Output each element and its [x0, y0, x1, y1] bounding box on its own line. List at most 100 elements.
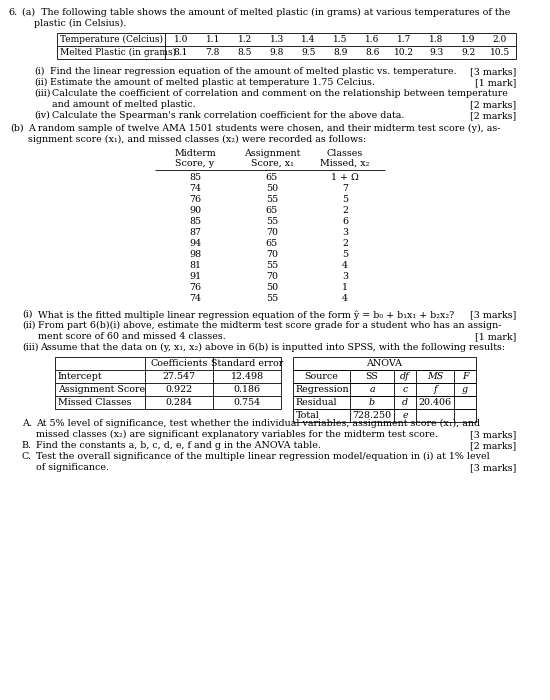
- Text: 1.7: 1.7: [397, 35, 411, 44]
- Text: 0.284: 0.284: [166, 398, 192, 407]
- Bar: [293, 409, 476, 422]
- Text: 3: 3: [342, 228, 348, 237]
- Bar: [293, 396, 476, 409]
- Text: From part 6(b)(i) above, estimate the midterm test score grade for a student who: From part 6(b)(i) above, estimate the mi…: [38, 321, 502, 330]
- Text: 8.6: 8.6: [365, 48, 380, 57]
- Text: C.: C.: [22, 452, 32, 461]
- Text: missed classes (x₂) are significant explanatory variables for the midterm test s: missed classes (x₂) are significant expl…: [36, 430, 438, 439]
- Text: of significance.: of significance.: [36, 463, 109, 472]
- Text: 87: 87: [189, 228, 201, 237]
- Text: 4: 4: [342, 294, 348, 303]
- Text: 85: 85: [189, 173, 201, 182]
- Text: 4: 4: [342, 261, 348, 270]
- Text: b: b: [369, 398, 375, 407]
- Text: 9.8: 9.8: [270, 48, 284, 57]
- Text: 9.3: 9.3: [429, 48, 443, 57]
- Text: 1 + Ω: 1 + Ω: [331, 173, 359, 182]
- Text: Calculate the Spearman's rank correlation coefficient for the above data.: Calculate the Spearman's rank correlatio…: [52, 111, 404, 120]
- Text: (iii): (iii): [22, 343, 38, 352]
- Text: 55: 55: [266, 195, 278, 204]
- Text: F: F: [461, 372, 468, 381]
- Text: ANOVA: ANOVA: [366, 359, 403, 368]
- Text: 5: 5: [342, 250, 348, 259]
- Text: ment score of 60 and missed 4 classes.: ment score of 60 and missed 4 classes.: [38, 332, 226, 341]
- Text: Missed, x₂: Missed, x₂: [320, 159, 370, 168]
- Text: 2: 2: [342, 206, 348, 215]
- Text: 1.3: 1.3: [270, 35, 284, 44]
- Text: [1 mark]: [1 mark]: [475, 78, 516, 87]
- Text: df: df: [400, 372, 410, 381]
- Text: (iii): (iii): [34, 89, 51, 98]
- Text: 8.9: 8.9: [333, 48, 348, 57]
- Text: 55: 55: [266, 261, 278, 270]
- Text: Total: Total: [296, 411, 320, 420]
- Text: 7: 7: [342, 184, 348, 193]
- Text: Assignment: Assignment: [244, 149, 300, 158]
- Text: 1.9: 1.9: [461, 35, 475, 44]
- Text: 8.5: 8.5: [238, 48, 252, 57]
- Text: A.: A.: [22, 419, 32, 428]
- Text: 65: 65: [266, 173, 278, 182]
- Text: 74: 74: [189, 184, 201, 193]
- Text: Melted Plastic (in grams): Melted Plastic (in grams): [60, 48, 176, 57]
- Text: d: d: [402, 398, 408, 407]
- Text: Find the linear regression equation of the amount of melted plastic vs. temperat: Find the linear regression equation of t…: [50, 67, 456, 76]
- Text: 55: 55: [266, 294, 278, 303]
- Text: 94: 94: [189, 239, 201, 248]
- Text: 70: 70: [266, 272, 278, 281]
- Bar: [55, 357, 281, 409]
- Text: 74: 74: [189, 294, 201, 303]
- Text: 8.1: 8.1: [174, 48, 188, 57]
- Text: 1: 1: [342, 283, 348, 292]
- Text: Residual: Residual: [296, 398, 338, 407]
- Text: 1.1: 1.1: [206, 35, 220, 44]
- Text: SS: SS: [366, 372, 378, 381]
- Text: 65: 65: [266, 206, 278, 215]
- Text: [3 marks]: [3 marks]: [470, 430, 516, 439]
- Text: 6.: 6.: [8, 8, 17, 17]
- Text: 10.2: 10.2: [394, 48, 414, 57]
- Text: (b): (b): [10, 124, 24, 133]
- Text: 1.2: 1.2: [238, 35, 252, 44]
- Text: g: g: [462, 385, 468, 394]
- Text: signment score (x₁), and missed classes (x₂) were recorded as follows:: signment score (x₁), and missed classes …: [28, 135, 366, 144]
- Text: 0.754: 0.754: [233, 398, 261, 407]
- Text: (i): (i): [22, 310, 32, 319]
- Text: 9.2: 9.2: [461, 48, 475, 57]
- Text: 1.5: 1.5: [333, 35, 348, 44]
- Text: Estimate the amount of melted plastic at temperature 1.75 Celcius.: Estimate the amount of melted plastic at…: [50, 78, 375, 87]
- Text: Standard error: Standard error: [211, 359, 283, 368]
- Bar: [293, 383, 476, 396]
- Text: Assume that the data on (y, x₁, x₂) above in 6(b) is inputted into SPSS, with th: Assume that the data on (y, x₁, x₂) abov…: [40, 343, 505, 352]
- Text: [2 marks]: [2 marks]: [470, 441, 516, 450]
- Text: Source: Source: [305, 372, 338, 381]
- Text: Score, x₁: Score, x₁: [251, 159, 294, 168]
- Text: 5: 5: [342, 195, 348, 204]
- Text: Temperature (Celcius): Temperature (Celcius): [60, 35, 163, 44]
- Text: Missed Classes: Missed Classes: [58, 398, 131, 407]
- Text: [3 marks]: [3 marks]: [470, 310, 516, 319]
- Text: [2 marks]: [2 marks]: [470, 111, 516, 120]
- Text: 70: 70: [266, 228, 278, 237]
- Text: 1.0: 1.0: [174, 35, 188, 44]
- Text: 9.5: 9.5: [301, 48, 316, 57]
- Text: MS: MS: [427, 372, 443, 381]
- Text: Coefficients: Coefficients: [150, 359, 208, 368]
- Text: Regression: Regression: [296, 385, 350, 394]
- Text: What is the fitted multiple linear regression equation of the form ŷ = b₀ + b₁x₁: What is the fitted multiple linear regre…: [38, 310, 454, 319]
- Text: a: a: [369, 385, 375, 394]
- Text: 3: 3: [342, 272, 348, 281]
- Text: 1.6: 1.6: [365, 35, 380, 44]
- Text: 1.8: 1.8: [429, 35, 443, 44]
- Bar: [57, 33, 516, 59]
- Text: 728.250: 728.250: [353, 411, 392, 420]
- Text: 81: 81: [189, 261, 201, 270]
- Text: 70: 70: [266, 250, 278, 259]
- Text: (iv): (iv): [34, 111, 50, 120]
- Text: 76: 76: [189, 283, 201, 292]
- Text: 6: 6: [342, 217, 348, 226]
- Text: At 5% level of significance, test whether the individual variables, assignment s: At 5% level of significance, test whethe…: [36, 419, 480, 428]
- Text: [1 mark]: [1 mark]: [475, 332, 516, 341]
- Text: [2 marks]: [2 marks]: [470, 100, 516, 109]
- Text: 50: 50: [266, 283, 278, 292]
